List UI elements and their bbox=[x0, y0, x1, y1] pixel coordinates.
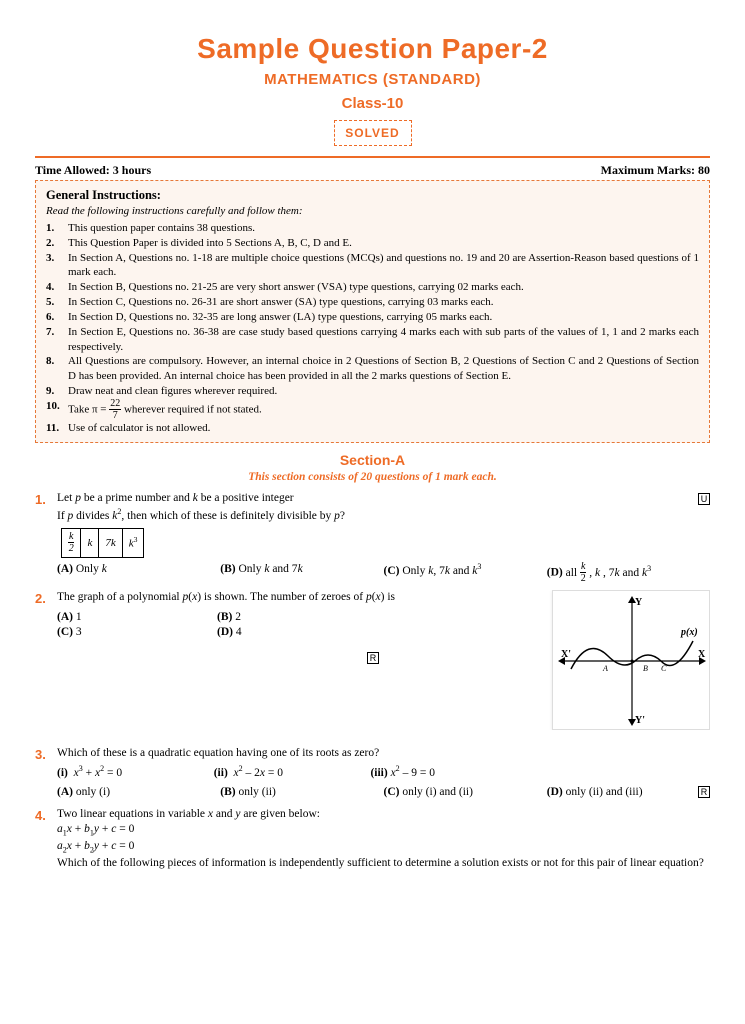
svg-text:B: B bbox=[643, 664, 648, 673]
question-number: 3. bbox=[35, 746, 57, 800]
q4-eq1: a1x + b1y + c = 0 bbox=[57, 822, 710, 839]
section-a-title: Section-A bbox=[35, 451, 710, 470]
instruction-item: 3.In Section A, Questions no. 1-18 are m… bbox=[46, 251, 699, 281]
instruction-item: 6.In Section D, Questions no. 32-35 are … bbox=[46, 310, 699, 325]
svg-text:X: X bbox=[698, 649, 706, 660]
q4-line1: Two linear equations in variable x and y… bbox=[57, 807, 710, 823]
instruction-item: 7.In Section E, Questions no. 36-38 are … bbox=[46, 325, 699, 355]
section-a-subtitle: This section consists of 20 questions of… bbox=[35, 470, 710, 486]
q2-opt-d: (D) 4 bbox=[217, 625, 377, 641]
q1-line1: Let p be a prime number and k be a posit… bbox=[57, 491, 710, 507]
instruction-item: 9.Draw neat and clean figures wherever r… bbox=[46, 384, 699, 399]
q3-sub-ii: (ii) x2 – 2x = 0 bbox=[214, 764, 371, 781]
tag-r: R bbox=[698, 786, 710, 798]
instruction-item: 2.This Question Paper is divided into 5 … bbox=[46, 236, 699, 251]
question-number: 2. bbox=[35, 590, 57, 730]
instruction-item: 1.This question paper contains 38 questi… bbox=[46, 221, 699, 236]
svg-text:Y: Y bbox=[635, 597, 643, 608]
svg-text:Y': Y' bbox=[635, 715, 645, 726]
q3-sub-i: (i) x3 + x2 = 0 bbox=[57, 764, 214, 781]
instructions-list: 1.This question paper contains 38 questi… bbox=[46, 221, 699, 436]
q2-opt-a: (A) 1 bbox=[57, 610, 217, 626]
q1-line2: If p divides k2, then which of these is … bbox=[57, 507, 710, 524]
q2-opt-b: (B) 2 bbox=[217, 610, 377, 626]
instruction-item: 8.All Questions are compulsory. However,… bbox=[46, 354, 699, 384]
svg-text:X': X' bbox=[561, 649, 571, 660]
header-divider bbox=[35, 156, 710, 158]
question-number: 1. bbox=[35, 491, 57, 584]
instructions-subheading: Read the following instructions carefull… bbox=[46, 204, 699, 219]
q3-opt-d: (D) only (ii) and (iii) bbox=[547, 785, 684, 801]
q2-graph: Y Y' X X' p(x) A B C bbox=[552, 590, 710, 730]
svg-text:A: A bbox=[602, 664, 608, 673]
tag-r: R bbox=[367, 652, 379, 664]
q3-opt-c: (C) only (i) and (ii) bbox=[384, 785, 547, 801]
q1-opt-c: (C) Only k, 7k and k3 bbox=[384, 562, 547, 584]
question-4: 4. Two linear equations in variable x an… bbox=[35, 807, 710, 872]
question-1: 1. U Let p be a prime number and k be a … bbox=[35, 491, 710, 584]
q4-line2: Which of the following pieces of informa… bbox=[57, 856, 710, 872]
q3-opt-a: (A) only (i) bbox=[57, 785, 220, 801]
question-2: 2. Y Y' X X' p(x) A B C The graph bbox=[35, 590, 710, 730]
q1-choice-table: k2 k 7k k3 bbox=[61, 528, 144, 558]
paper-subject: MATHEMATICS (STANDARD) bbox=[35, 70, 710, 90]
q3-text: Which of these is a quadratic equation h… bbox=[57, 746, 710, 762]
max-marks: Maximum Marks: 80 bbox=[601, 162, 710, 178]
instructions-box: General Instructions: Read the following… bbox=[35, 180, 710, 443]
svg-text:p(x): p(x) bbox=[680, 627, 698, 638]
instruction-item: 4.In Section B, Questions no. 21-25 are … bbox=[46, 280, 699, 295]
paper-class: Class-10 bbox=[35, 94, 710, 114]
tag-u: U bbox=[698, 493, 710, 505]
time-allowed: Time Allowed: 3 hours bbox=[35, 162, 151, 178]
q4-eq2: a2x + b2y + c = 0 bbox=[57, 839, 710, 856]
q1-opt-a: (A) Only k bbox=[57, 562, 220, 584]
solved-badge: SOLVED bbox=[334, 120, 412, 146]
instruction-item: 10.Take π = 227 wherever required if not… bbox=[46, 399, 699, 421]
paper-title: Sample Question Paper-2 bbox=[35, 30, 710, 68]
q3-opt-b: (B) only (ii) bbox=[220, 785, 383, 801]
instruction-item: 5.In Section C, Questions no. 26-31 are … bbox=[46, 295, 699, 310]
instruction-item: 11.Use of calculator is not allowed. bbox=[46, 421, 699, 436]
q3-sub-iii: (iii) x2 – 9 = 0 bbox=[370, 764, 527, 781]
q1-opt-b: (B) Only k and 7k bbox=[220, 562, 383, 584]
question-3: 3. Which of these is a quadratic equatio… bbox=[35, 746, 710, 800]
q1-opt-d: (D) all k2 , k , 7k and k3 bbox=[547, 562, 710, 584]
svg-text:C: C bbox=[661, 664, 667, 673]
question-number: 4. bbox=[35, 807, 57, 872]
q2-opt-c: (C) 3 bbox=[57, 625, 217, 641]
instructions-heading: General Instructions: bbox=[46, 187, 699, 204]
